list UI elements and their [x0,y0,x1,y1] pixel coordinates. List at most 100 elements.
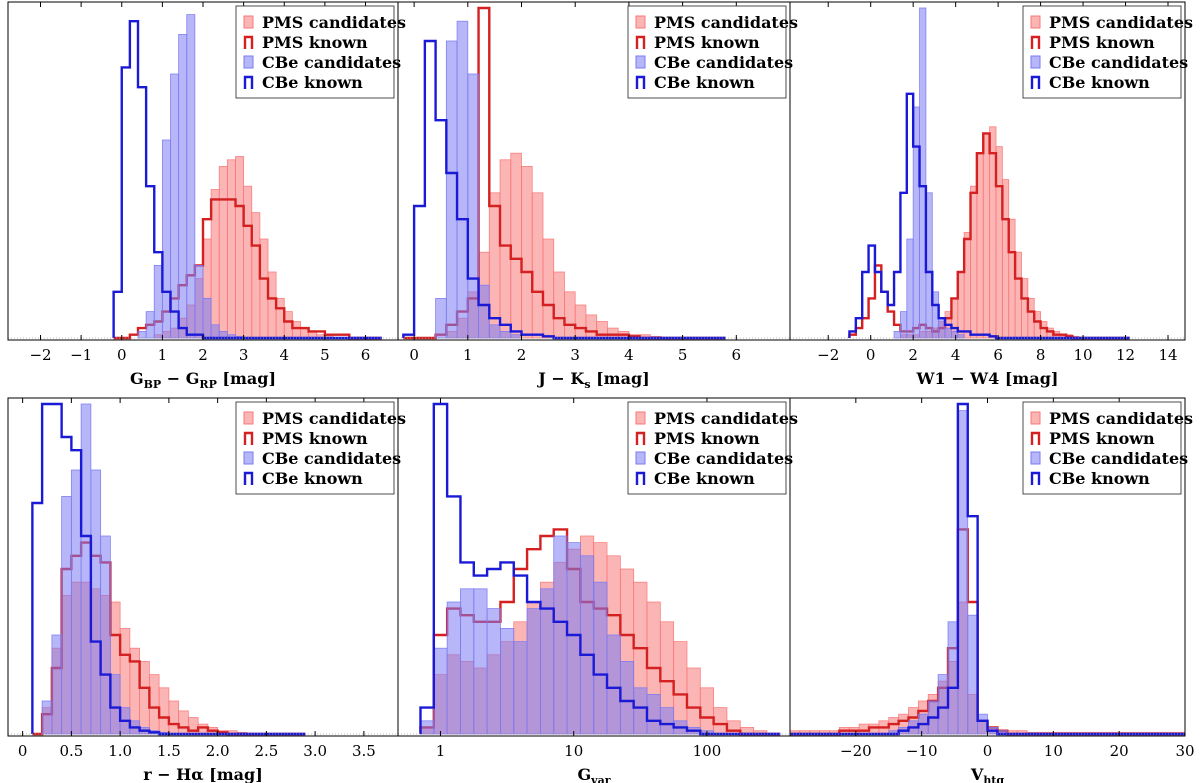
x-axis-title: Vhtg [970,765,1005,783]
bar [90,469,102,735]
legend-label: PMS candidates [262,13,406,32]
bar [606,634,621,735]
legend-label: CBe known [262,73,363,92]
x-tick-label: 5 [678,346,688,364]
x-tick-label: −20 [840,742,872,760]
bar [148,674,160,735]
x-tick-label: 6 [361,346,371,364]
bar [158,687,170,735]
step-line [790,528,1185,736]
bar [70,469,82,735]
bar [178,710,189,735]
x-tick-label: 20 [1110,742,1129,760]
series-cbe-known [419,402,781,736]
bar [202,297,212,339]
legend-swatch [243,35,254,49]
bar [251,212,261,339]
bar [218,165,228,339]
legend-label: PMS known [262,429,368,448]
bar [566,542,581,735]
x-tick-label: −2 [29,346,51,364]
bar [673,641,688,735]
legend-label: CBe known [1049,469,1150,488]
bar [210,324,220,339]
x-tick-label: −2 [817,346,839,364]
bar [659,707,675,735]
bar [137,330,147,339]
histogram-panel-4: 0 0.5 1.0 1.5 2.0 2.5 3.0 3.5 r − Hα [mag] PMS ca… [7,397,406,783]
bar [699,687,715,735]
bar [243,185,253,339]
legend-frame [1022,401,1182,495]
step-line [790,402,1185,736]
bar [574,304,587,339]
legend-label: PMS known [654,429,760,448]
bar [161,139,171,339]
legend-swatch [1030,75,1041,89]
x-tick-label: 1 [436,742,446,760]
x-axis-title: Gvar [578,765,611,783]
bar [80,403,92,735]
legend-frame [627,401,787,495]
x-tick-label: 3 [570,346,580,364]
legend-frame [627,5,787,99]
bar [499,330,512,339]
bar [686,667,701,735]
bar [488,324,501,339]
bar [526,608,541,735]
legend-swatch [635,75,646,89]
legend-swatch [243,471,254,485]
legend-label: CBe candidates [262,449,401,468]
bar [473,588,488,735]
bar [259,238,269,339]
bar [499,159,512,339]
histogram-panel-3: −2 0 2 4 6 8 10 12 14 W1 − W4 [mag] PMS candidates… [789,1,1193,388]
x-tick-label: 10 [564,742,583,760]
x-tick-label: 5 [320,346,330,364]
bar [486,608,501,735]
bar [478,284,490,339]
legend-swatch [243,75,254,89]
legend-frame [235,5,395,99]
bar [61,495,72,735]
x-tick-label: 10 [1044,742,1063,760]
bar [553,535,568,735]
x-tick-label: 0 [18,742,28,760]
bar [619,661,635,735]
bar [153,264,163,339]
bar [267,271,277,339]
bar [145,311,155,339]
bar [906,238,914,339]
bar [41,700,53,735]
x-tick-label: 1 [158,346,168,364]
legend-label: CBe candidates [654,449,793,468]
bar [433,647,448,735]
bar [456,20,469,339]
x-tick-label: 4 [624,346,634,364]
x-tick-label: 6 [732,346,742,364]
legend-swatch [635,411,646,425]
bar [726,720,741,735]
step-line [848,132,1130,340]
series-cbe-candidates [888,410,1008,735]
x-axis-title: GBP − GRP [mag] [130,369,276,391]
series-cbe-known [790,402,1185,736]
legend-label: CBe known [654,73,755,92]
bar [210,189,220,339]
legend-label: PMS candidates [262,409,406,428]
bar [488,192,501,339]
plot-frame [789,1,1186,341]
legend-swatch [243,431,254,445]
legend-label: PMS known [262,33,368,52]
bar [51,634,63,735]
legend-label: PMS known [1049,33,1155,52]
bar [197,723,209,735]
series-cbe-known [31,402,306,736]
bar [633,687,648,735]
bar [553,271,565,339]
legend-swatch [635,431,646,445]
